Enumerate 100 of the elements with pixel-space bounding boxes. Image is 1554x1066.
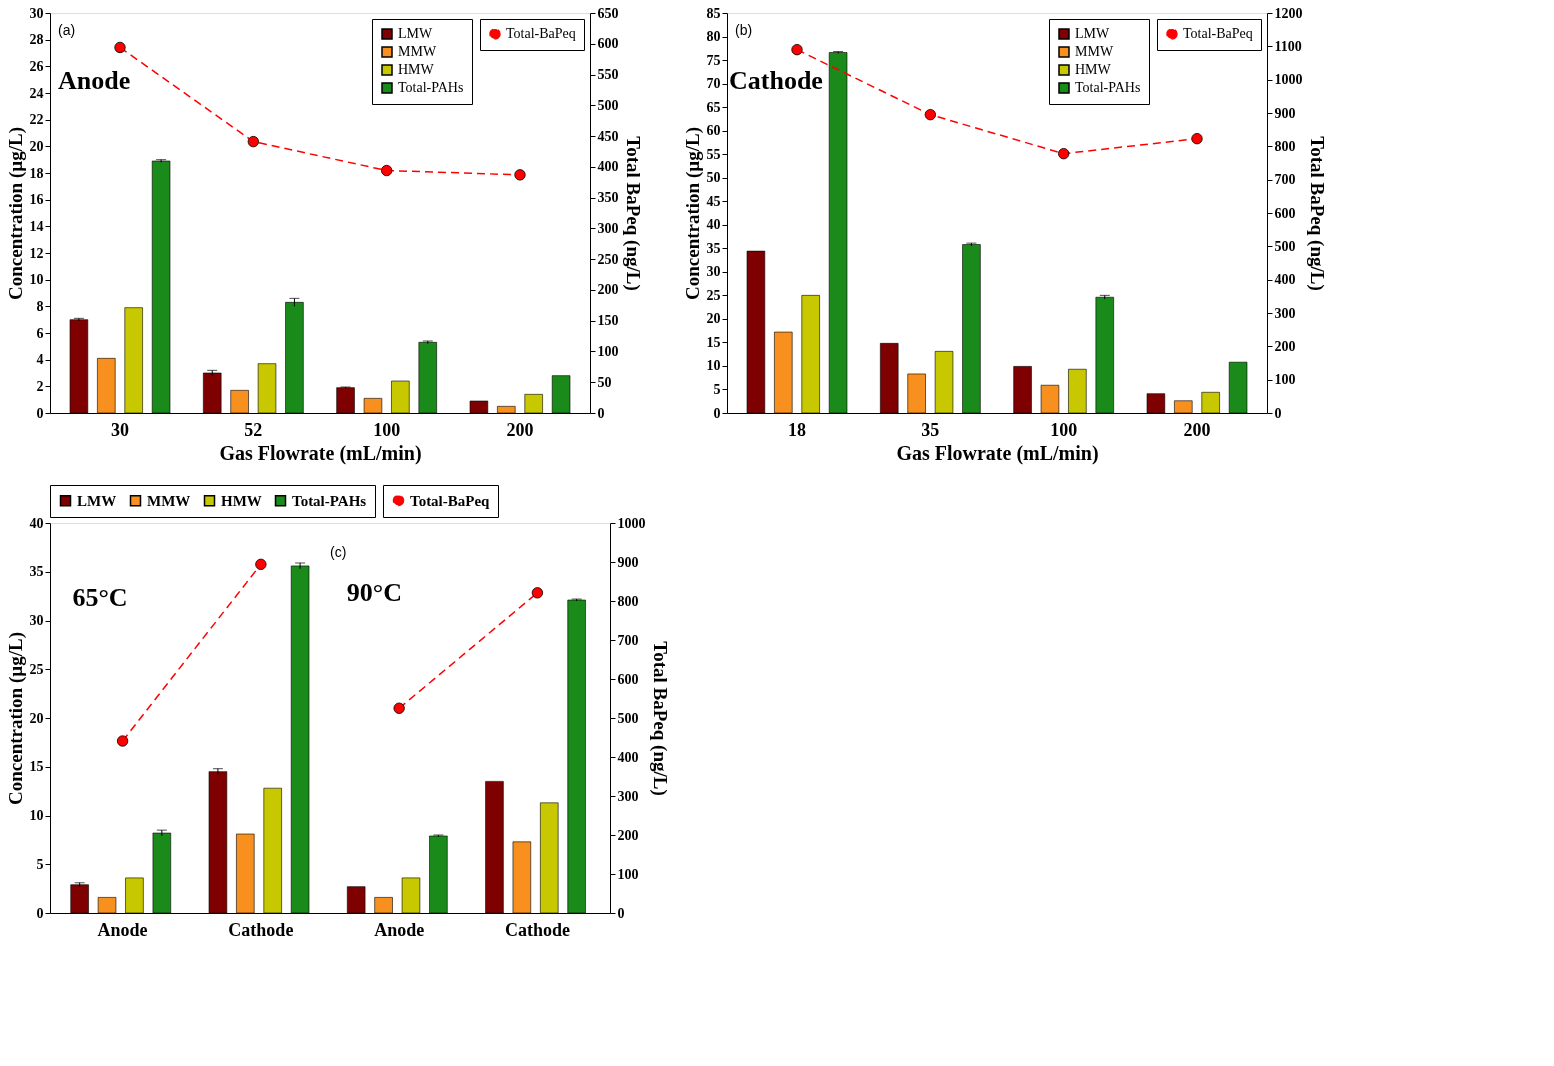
point (381, 164, 393, 177)
x-tick-label: Anode (97, 919, 148, 940)
x-tick-label: 200 (1183, 419, 1211, 440)
annotation: 65°C (72, 583, 128, 612)
y2-tick-label: 0 (1274, 405, 1282, 421)
y2-tick-label: 500 (597, 97, 619, 113)
y2-tick-label: 700 (617, 632, 639, 648)
y2-tick-label: 0 (597, 405, 605, 421)
annotation: (c) (330, 544, 347, 560)
y2-tick-label: 500 (617, 710, 639, 726)
y2-tick-label: 1000 (617, 515, 646, 531)
y-tick-label: 16 (29, 192, 44, 208)
legend-label: Total-PAHs (292, 492, 367, 509)
y-axis-title: Concentration (µg/L) (681, 127, 704, 300)
x-axis-title: Gas Flowrate (mL/min) (896, 441, 1099, 465)
annotation: (a) (58, 22, 76, 38)
y2-tick-label: 650 (597, 5, 619, 21)
y-axis-title: Concentration (µg/L) (4, 127, 27, 300)
y2-tick-label: 500 (1274, 238, 1296, 254)
y2-tick-label: 600 (1274, 205, 1296, 221)
point (1058, 148, 1070, 160)
y2-tick-label: 300 (597, 220, 619, 236)
y2-tick-label: 50 (597, 374, 612, 390)
y-axis-title: Concentration (µg/L) (4, 632, 27, 805)
point (531, 587, 544, 599)
point (924, 109, 936, 121)
y2-axis-title: Total BaPeq (ng/L) (1305, 136, 1328, 291)
y2-tick-label: 250 (597, 251, 619, 267)
annotation: (b) (735, 22, 753, 38)
y2-tick-label: 900 (1274, 105, 1296, 121)
x-tick-label: 35 (921, 419, 940, 440)
y2-tick-label: 800 (1274, 138, 1296, 154)
y-tick-label: 15 (706, 334, 721, 350)
y-tick-label: 30 (706, 264, 721, 280)
x-tick-label: Cathode (228, 919, 294, 940)
y2-tick-label: 1100 (1274, 38, 1302, 54)
y-tick-label: 18 (29, 165, 44, 181)
legend-label: MMW (147, 492, 191, 509)
y-tick-label: 40 (29, 515, 44, 531)
x-tick-label: 100 (373, 419, 401, 440)
y-tick-label: 45 (706, 193, 721, 209)
y2-tick-label: 200 (597, 282, 619, 298)
y-tick-label: 25 (706, 287, 721, 303)
x-tick-label: Cathode (504, 919, 570, 940)
y-tick-label: 28 (29, 32, 44, 48)
y2-tick-label: 700 (1274, 172, 1296, 188)
legend-label: MMW (1075, 44, 1114, 59)
y-tick-label: 50 (706, 170, 721, 186)
point (247, 135, 259, 148)
y-tick-label: 2 (36, 378, 44, 394)
point (1191, 133, 1203, 145)
y-tick-label: 75 (706, 52, 721, 68)
y-tick-label: 15 (29, 759, 44, 775)
legend-label: MMW (398, 44, 437, 59)
x-tick-label: 100 (1050, 419, 1078, 440)
y2-tick-label: 400 (1274, 272, 1296, 288)
y-tick-label: 10 (29, 272, 44, 288)
y-tick-label: 10 (706, 358, 721, 374)
y-tick-label: 20 (706, 311, 721, 327)
legend-label: HMW (398, 62, 435, 77)
y-tick-label: 14 (29, 218, 44, 234)
y-tick-label: 24 (29, 85, 44, 101)
point (255, 558, 267, 570)
y-tick-label: 4 (36, 352, 44, 368)
y-tick-label: 5 (713, 381, 721, 397)
legend-label: LMW (398, 26, 433, 41)
y-tick-label: 0 (713, 405, 721, 421)
y2-tick-label: 150 (597, 313, 619, 329)
y2-axis-title: Total BaPeq (ng/L) (621, 136, 644, 291)
point (791, 44, 803, 56)
y-tick-label: 0 (36, 905, 44, 921)
y2-tick-label: 400 (617, 749, 639, 765)
annotation: Anode (58, 66, 131, 95)
y-tick-label: 80 (706, 29, 721, 45)
y-tick-label: 22 (29, 112, 44, 128)
y2-tick-label: 800 (617, 593, 639, 609)
y2-axis-title: Total BaPeq (ng/L) (648, 641, 671, 796)
y-tick-label: 85 (706, 5, 721, 21)
y2-tick-label: 600 (617, 671, 639, 687)
legend-label: Total-BaPeq (1183, 26, 1253, 41)
annotation: Cathode (729, 66, 823, 95)
point (116, 735, 129, 747)
legend-label: LMW (1075, 26, 1110, 41)
annotation: 90°C (346, 578, 402, 607)
y2-tick-label: 450 (597, 128, 619, 144)
y-tick-label: 8 (36, 298, 44, 314)
x-tick-label: 200 (506, 419, 534, 440)
y-tick-label: 25 (29, 661, 44, 677)
y-tick-label: 6 (36, 325, 44, 341)
y-tick-label: 0 (36, 405, 44, 421)
y-tick-label: 5 (36, 856, 44, 872)
y2-tick-label: 200 (617, 827, 639, 843)
y-tick-label: 30 (29, 613, 44, 628)
y-tick-label: 30 (29, 5, 44, 21)
y-tick-label: 26 (29, 58, 44, 74)
y2-tick-label: 900 (617, 554, 639, 570)
x-axis-title: Gas Flowrate (mL/min) (219, 441, 422, 465)
y-tick-label: 10 (29, 808, 44, 823)
legend-label: LMW (77, 492, 117, 509)
y-tick-label: 40 (706, 217, 721, 233)
